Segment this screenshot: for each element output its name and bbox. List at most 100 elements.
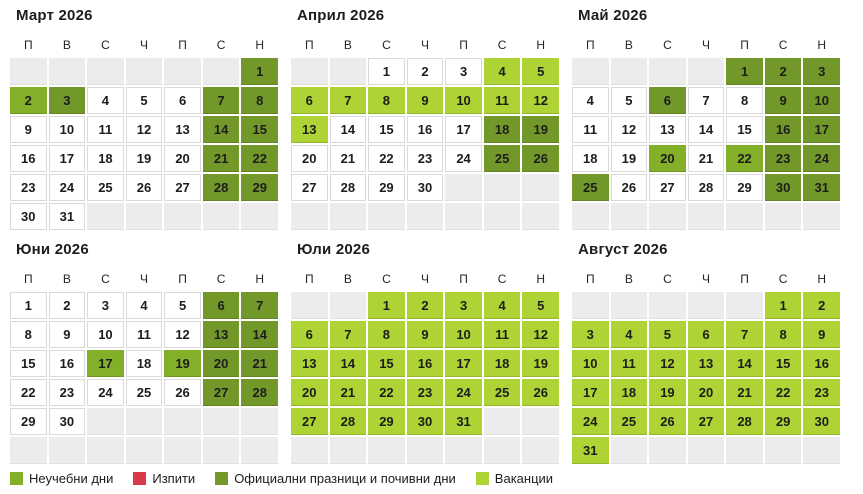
- day-cell: 19: [164, 350, 201, 377]
- day-cell: 29: [368, 408, 405, 435]
- day-cell: 18: [483, 116, 521, 143]
- weekday-label: Н: [817, 38, 827, 52]
- day-cell: 21: [329, 379, 367, 406]
- empty-cell: [522, 174, 559, 201]
- day-cell: 30: [406, 174, 444, 201]
- day-cell: 14: [726, 350, 763, 377]
- legend-item-vacation: Ваканции: [475, 471, 553, 486]
- legend: Неучебни дни Изпити Официални празници и п…: [10, 471, 863, 486]
- empty-cell: [726, 437, 763, 464]
- weekday-label: П: [23, 38, 33, 52]
- empty-cell: [241, 408, 278, 435]
- day-cell: 28: [241, 379, 278, 406]
- empty-cell: [803, 437, 840, 464]
- weekday-label: С: [663, 272, 672, 286]
- day-cell: 1: [764, 292, 802, 319]
- day-cell: 19: [522, 116, 559, 143]
- weekday-label: В: [343, 38, 352, 52]
- legend-label: Официални празници и почивни дни: [234, 471, 456, 486]
- weekday-label: Н: [255, 38, 265, 52]
- day-cell: 25: [483, 145, 521, 172]
- day-cell: 6: [202, 292, 240, 319]
- day-cell: 3: [572, 321, 609, 348]
- day-cell: 20: [291, 145, 328, 172]
- day-cell: 16: [48, 350, 86, 377]
- day-cell: 1: [10, 292, 47, 319]
- weekday-label: Н: [536, 38, 546, 52]
- day-cell: 26: [610, 174, 648, 201]
- day-cell: 21: [726, 379, 763, 406]
- empty-cell: [649, 292, 686, 319]
- day-cell: 13: [202, 321, 240, 348]
- weekday-label: В: [62, 38, 71, 52]
- empty-cell: [202, 408, 240, 435]
- legend-label: Неучебни дни: [29, 471, 114, 486]
- day-cell: 4: [610, 321, 648, 348]
- day-cell: 5: [522, 292, 559, 319]
- weekday-label: Ч: [139, 38, 148, 52]
- empty-cell: [48, 437, 86, 464]
- day-cell: 10: [87, 321, 124, 348]
- weekday-label: В: [624, 38, 633, 52]
- day-cell: 9: [406, 321, 444, 348]
- empty-cell: [329, 58, 367, 85]
- day-cell: 17: [445, 350, 482, 377]
- day-cell: 1: [726, 58, 763, 85]
- day-cell: 28: [687, 174, 725, 201]
- empty-cell: [572, 292, 609, 319]
- day-cell: 3: [48, 87, 86, 114]
- day-cell: 31: [48, 203, 86, 230]
- day-cell: 15: [10, 350, 47, 377]
- weekday-label: П: [740, 272, 749, 286]
- day-cell: 13: [649, 116, 686, 143]
- day-cell: 4: [125, 292, 163, 319]
- empty-cell: [610, 58, 648, 85]
- month-title: Август 2026: [578, 241, 668, 258]
- empty-cell: [329, 203, 367, 230]
- day-cell: 15: [368, 350, 405, 377]
- empty-cell: [87, 58, 124, 85]
- day-cell: 14: [687, 116, 725, 143]
- day-cell: 19: [610, 145, 648, 172]
- legend-label: Изпити: [152, 471, 196, 486]
- day-cell: 25: [572, 174, 609, 201]
- weekday-label: Н: [817, 272, 827, 286]
- day-cell: 13: [687, 350, 725, 377]
- day-cell: 29: [726, 174, 763, 201]
- day-cell: 16: [764, 116, 802, 143]
- day-cell: 3: [87, 292, 124, 319]
- day-cell: 26: [164, 379, 201, 406]
- day-cell: 6: [687, 321, 725, 348]
- empty-cell: [445, 203, 482, 230]
- day-cell: 30: [48, 408, 86, 435]
- day-cell: 5: [164, 292, 201, 319]
- day-cell: 11: [125, 321, 163, 348]
- empty-cell: [687, 58, 725, 85]
- day-cell: 29: [10, 408, 47, 435]
- weekday-label: В: [62, 272, 71, 286]
- empty-cell: [764, 437, 802, 464]
- day-cell: 8: [764, 321, 802, 348]
- weekday-label: С: [216, 272, 226, 286]
- day-cell: 12: [522, 321, 559, 348]
- day-cell: 7: [329, 87, 367, 114]
- day-cell: 18: [87, 145, 124, 172]
- day-cell: 5: [522, 58, 559, 85]
- day-cell: 3: [445, 292, 482, 319]
- day-cell: 22: [726, 145, 763, 172]
- day-cell: 26: [649, 408, 686, 435]
- day-cell: 1: [368, 292, 405, 319]
- weekday-label: Н: [536, 272, 546, 286]
- day-cell: 4: [87, 87, 124, 114]
- day-cell: 9: [10, 116, 47, 143]
- day-cell: 21: [241, 350, 278, 377]
- day-cell: 22: [10, 379, 47, 406]
- empty-cell: [445, 174, 482, 201]
- empty-cell: [291, 58, 328, 85]
- day-cell: 30: [803, 408, 840, 435]
- empty-cell: [48, 58, 86, 85]
